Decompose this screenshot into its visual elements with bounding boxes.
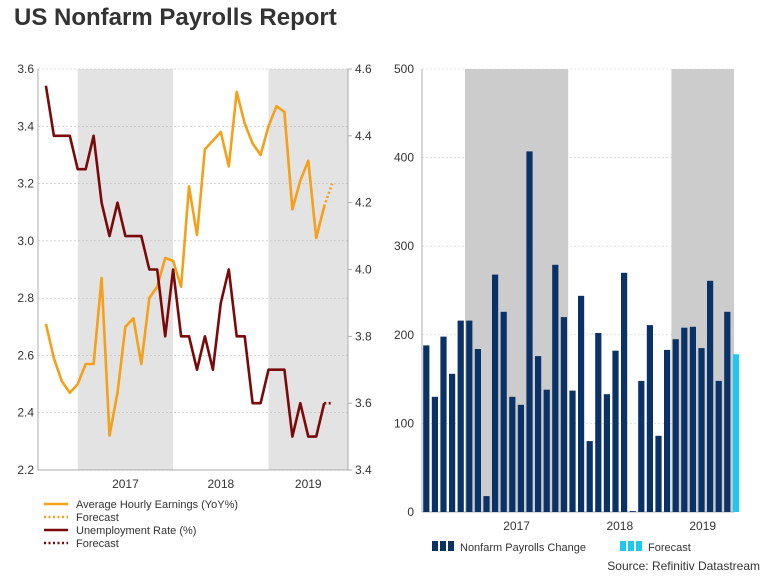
payrolls-bar xyxy=(509,396,516,512)
left-tick-label: 2.2 xyxy=(17,463,34,477)
right-tick-label: 4.0 xyxy=(355,263,372,277)
payrolls-bar xyxy=(664,349,671,512)
legend-label: Forecast xyxy=(76,512,119,524)
x-year-label: 2017 xyxy=(112,477,139,491)
forecast-bar xyxy=(732,354,739,512)
right-tick-label: 3.8 xyxy=(355,329,372,343)
legend-swatch xyxy=(432,541,438,551)
legend-swatch xyxy=(628,541,634,551)
payrolls-bar xyxy=(466,320,473,512)
right-tick-label: 4.6 xyxy=(355,62,372,76)
series-line-left xyxy=(44,90,326,437)
payrolls-bar xyxy=(578,295,585,512)
legend-swatch xyxy=(448,541,454,551)
bar-tick-label: 0 xyxy=(407,505,414,519)
payrolls-bar xyxy=(492,274,499,512)
series-line-right xyxy=(44,85,326,438)
legend-label: Average Hourly Earnings (YoY%) xyxy=(76,499,238,511)
x-year-label: 2018 xyxy=(606,519,633,533)
payrolls-bar xyxy=(517,404,524,512)
payrolls-bar xyxy=(526,151,533,512)
bar-tick-label: 500 xyxy=(394,62,414,76)
legend-label: Forecast xyxy=(648,542,691,554)
payrolls-bar xyxy=(449,373,456,512)
x-year-label: 2019 xyxy=(689,519,716,533)
payrolls-bar xyxy=(457,320,464,512)
payrolls-bar xyxy=(595,333,602,512)
x-year-label: 2017 xyxy=(503,519,530,533)
source-note: Source: Refinitiv Datastream xyxy=(607,559,760,573)
right-chart: 0 100 200 300 400 500 2017 2018 2019 xyxy=(394,62,739,533)
payrolls-bar xyxy=(621,272,628,512)
right-tick-label: 3.4 xyxy=(355,463,372,477)
payrolls-bar xyxy=(603,394,610,512)
x-year-label: 2019 xyxy=(295,477,322,491)
payrolls-bar xyxy=(535,356,542,512)
shade-band-2019 xyxy=(268,69,348,470)
legend-swatch xyxy=(636,541,642,551)
right-tick-label: 4.4 xyxy=(355,129,372,143)
bar-tick-label: 300 xyxy=(394,239,414,253)
shade-band-2017 xyxy=(77,69,174,470)
payrolls-bar xyxy=(698,348,705,512)
left-tick-label: 3.0 xyxy=(17,234,34,248)
payrolls-bar xyxy=(646,325,653,512)
left-tick-label: 3.6 xyxy=(17,62,34,76)
payrolls-bar xyxy=(423,345,430,512)
payrolls-bar xyxy=(629,511,636,512)
payrolls-bar xyxy=(724,311,731,512)
page-title: US Nonfarm Payrolls Report xyxy=(14,4,337,31)
payrolls-bar xyxy=(431,396,438,512)
legend-label: Unemployment Rate (%) xyxy=(76,525,196,537)
payrolls-bar xyxy=(483,496,490,512)
payrolls-bar xyxy=(552,264,559,512)
left-tick-label: 2.6 xyxy=(17,348,34,362)
legend-swatch xyxy=(440,541,446,551)
left-tick-label: 2.8 xyxy=(17,291,34,305)
payrolls-bar xyxy=(500,311,507,512)
payrolls-bar xyxy=(681,327,688,512)
right-tick-label: 4.2 xyxy=(355,196,372,210)
payrolls-bar xyxy=(543,389,550,512)
payrolls-bar xyxy=(586,441,593,512)
legend-label: Nonfarm Payrolls Change xyxy=(460,542,586,554)
payrolls-bar xyxy=(715,380,722,512)
legend-label: Forecast xyxy=(76,538,119,550)
payrolls-bar xyxy=(689,326,696,512)
payrolls-bar xyxy=(672,339,679,512)
x-year-label: 2018 xyxy=(207,477,234,491)
payrolls-bar xyxy=(569,390,576,512)
legend-left: Average Hourly Earnings (YoY%)ForecastUn… xyxy=(44,499,238,550)
right-tick-label: 3.6 xyxy=(355,396,372,410)
payrolls-bar xyxy=(655,435,662,512)
payrolls-bar xyxy=(440,336,447,512)
bar-tick-label: 200 xyxy=(394,328,414,342)
payrolls-bar xyxy=(612,350,619,512)
payrolls-bar xyxy=(474,349,481,512)
payrolls-bar xyxy=(707,280,714,512)
left-tick-label: 3.2 xyxy=(17,177,34,191)
shade-band-2017 xyxy=(465,69,569,512)
legend-right: Nonfarm Payrolls Change Forecast xyxy=(432,541,691,554)
payrolls-bar xyxy=(638,380,645,512)
legend-swatch xyxy=(620,541,626,551)
left-tick-label: 2.4 xyxy=(17,406,34,420)
bar-tick-label: 400 xyxy=(394,151,414,165)
bar-tick-label: 100 xyxy=(394,416,414,430)
left-chart: 2.2 2.4 2.6 2.8 3.0 3.2 3.4 3.6 3.4 3.6 3.8 4.0 4.2 4… xyxy=(17,62,372,491)
payrolls-bar xyxy=(560,317,567,512)
left-tick-label: 3.4 xyxy=(17,119,34,133)
